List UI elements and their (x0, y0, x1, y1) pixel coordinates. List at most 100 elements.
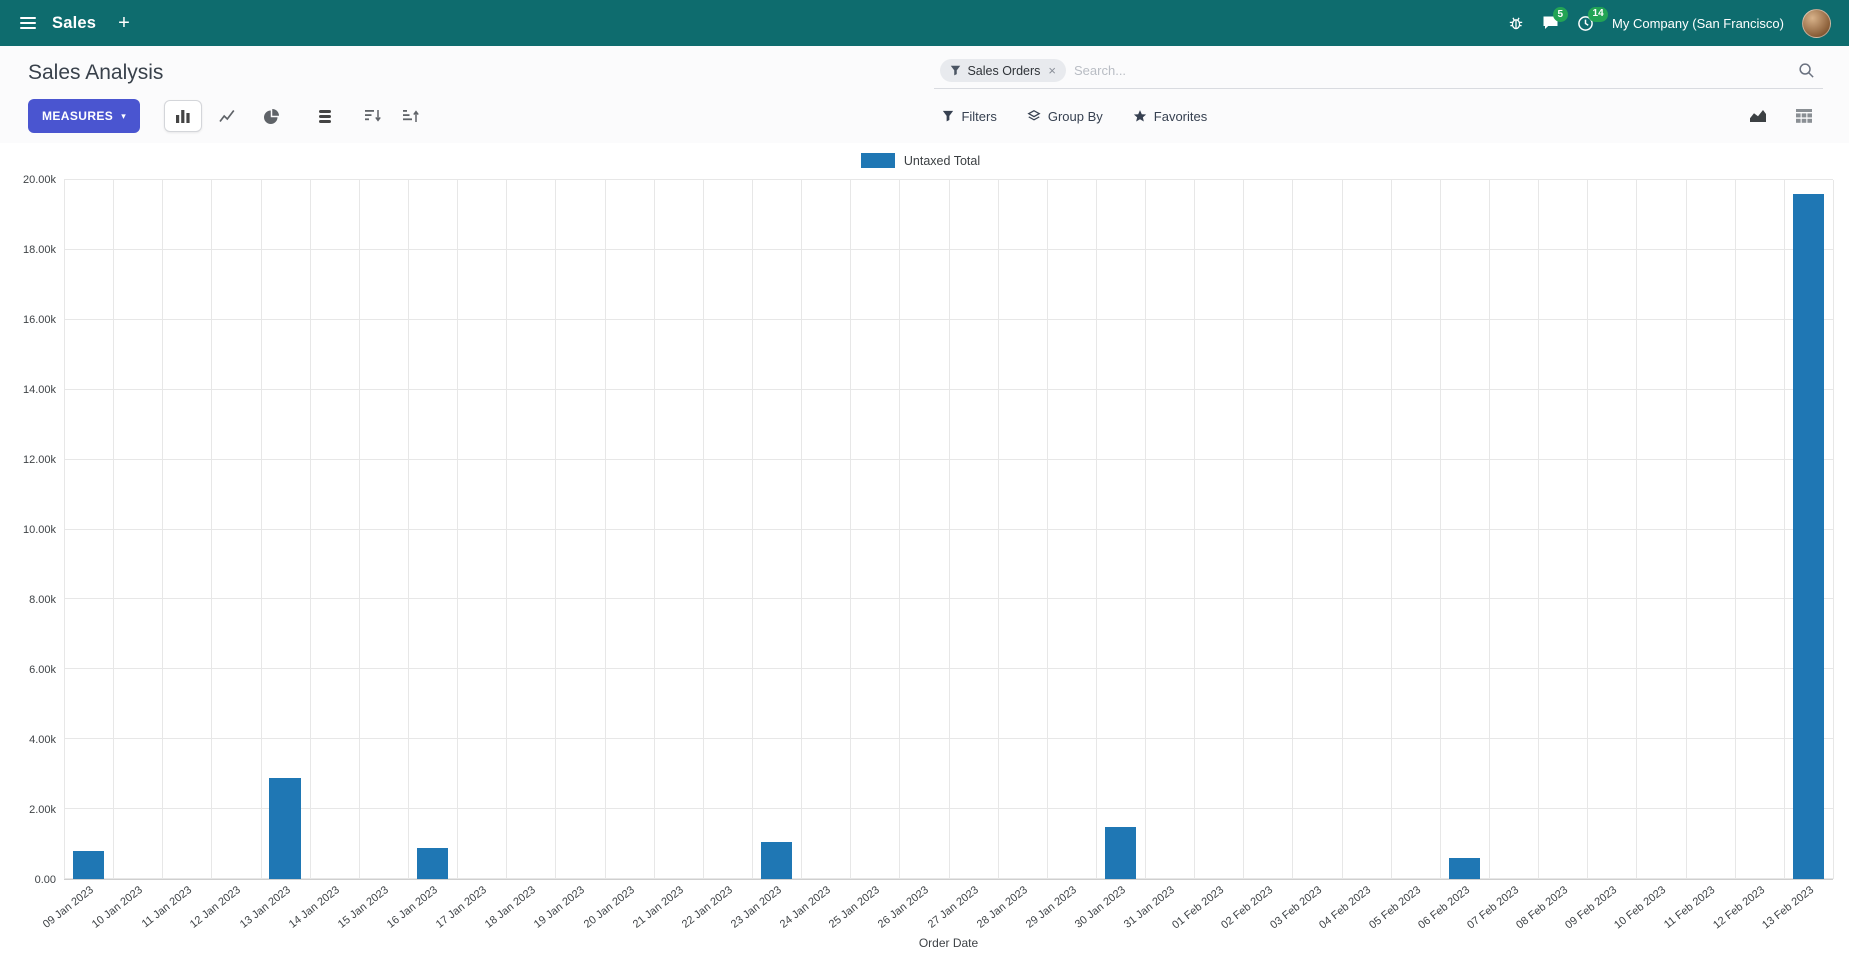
gridline (113, 180, 115, 879)
gridline (1636, 180, 1638, 879)
gridline (1243, 180, 1245, 879)
y-tick-label: 4.00k (29, 734, 56, 746)
bar[interactable] (1104, 826, 1137, 879)
x-tick-label: 07 Feb 2023 (1464, 884, 1521, 932)
bar[interactable] (1448, 858, 1481, 879)
y-axis: 0.00 2.00k 4.00k 6.00k 8.00k 10.00k 12.00k 14.0… (8, 174, 64, 886)
sort-descending-button[interactable] (354, 100, 392, 132)
gridline (1783, 180, 1785, 879)
search-facet-label: Sales Orders (967, 63, 1041, 78)
y-tick-label: 20.00k (22, 174, 56, 186)
gridline (948, 180, 950, 879)
x-tick-label: 23 Jan 2023 (728, 884, 784, 931)
gridline (899, 180, 901, 879)
hamburger-menu-icon[interactable] (18, 13, 38, 33)
activities-clock-icon[interactable]: 14 (1577, 6, 1609, 32)
filters-label: Filters (961, 108, 997, 124)
pie-chart-button[interactable] (252, 100, 290, 132)
x-tick-label: 17 Jan 2023 (433, 884, 490, 931)
favorites-dropdown[interactable]: Favorites (1133, 109, 1207, 124)
gridline (1095, 180, 1097, 879)
gridline (407, 180, 409, 879)
search-input[interactable] (1074, 63, 1790, 78)
x-tick-label: 13 Jan 2023 (237, 884, 293, 931)
gridline (702, 180, 704, 879)
bar[interactable] (1792, 193, 1825, 879)
company-switcher[interactable]: My Company (San Francisco) (1612, 15, 1784, 31)
bar[interactable] (72, 851, 105, 879)
gridline (1341, 180, 1343, 879)
stacked-toggle-button[interactable] (306, 100, 344, 132)
gridline (64, 180, 65, 879)
x-tick-label: 06 Feb 2023 (1415, 884, 1472, 932)
gridline (604, 180, 606, 879)
line-chart-button[interactable] (208, 100, 246, 132)
search-icon[interactable] (1798, 62, 1815, 79)
y-tick-label: 0.00 (34, 874, 56, 886)
filters-dropdown[interactable]: Filters (942, 108, 997, 124)
x-tick-label: 09 Jan 2023 (40, 884, 96, 931)
search-facet-sales-orders[interactable]: Sales Orders × (940, 59, 1067, 82)
y-tick-label: 2.00k (29, 804, 56, 816)
x-tick-label: 16 Jan 2023 (384, 884, 440, 931)
control-panel: Sales Analysis Sales Orders × MEASURES ▾ (0, 46, 1849, 143)
bar[interactable] (269, 777, 301, 879)
gridline (1439, 180, 1441, 879)
gridline (1587, 180, 1589, 879)
x-tick-label: 12 Jan 2023 (188, 884, 244, 931)
bar-chart-button[interactable] (164, 100, 203, 132)
gridline (653, 180, 655, 879)
gridline (162, 180, 164, 879)
bar[interactable] (760, 842, 793, 879)
activities-badge: 14 (1588, 6, 1609, 22)
x-tick-label: 10 Feb 2023 (1612, 884, 1669, 932)
gridline (1194, 180, 1196, 879)
x-tick-label: 30 Jan 2023 (1072, 884, 1128, 931)
x-tick-label: 04 Feb 2023 (1317, 884, 1374, 932)
x-tick-label: 20 Jan 2023 (581, 884, 637, 931)
user-avatar[interactable] (1802, 8, 1831, 38)
measures-button[interactable]: MEASURES ▾ (28, 99, 141, 133)
plus-icon[interactable]: + (118, 12, 130, 34)
y-tick-label: 18.00k (22, 244, 56, 256)
facet-remove-icon[interactable]: × (1048, 63, 1057, 78)
gridline (358, 180, 360, 879)
x-tick-label: 14 Jan 2023 (286, 884, 342, 931)
debug-bug-icon[interactable] (1508, 15, 1524, 31)
gridline (260, 180, 262, 879)
gridline (1046, 180, 1048, 879)
gridline (997, 180, 999, 879)
x-tick-label: 24 Jan 2023 (777, 884, 834, 931)
group-by-label: Group By (1047, 108, 1103, 124)
x-axis-labels: 09 Jan 2023 10 Jan 2023 11 Jan 2023 12 Jan … (41, 880, 1833, 936)
app-name[interactable]: Sales (52, 13, 97, 32)
plot-area (64, 179, 1834, 880)
sort-ascending-button[interactable] (392, 100, 430, 132)
gridline (211, 180, 213, 879)
y-tick-label: 6.00k (29, 664, 56, 676)
bar-chart: 0.00 2.00k 4.00k 6.00k 8.00k 10.00k 12.00k 14.0… (8, 174, 1834, 956)
y-tick-label: 16.00k (22, 314, 56, 326)
search-bar[interactable]: Sales Orders × (934, 56, 1823, 89)
gridline (1734, 180, 1736, 879)
gridline (850, 180, 852, 879)
legend-label: Untaxed Total (903, 153, 981, 168)
x-tick-label: 02 Feb 2023 (1219, 884, 1276, 932)
messages-icon[interactable]: 5 (1542, 7, 1568, 31)
view-switcher (1739, 100, 1823, 132)
x-tick-label: 22 Jan 2023 (679, 884, 735, 931)
x-tick-label: 03 Feb 2023 (1268, 884, 1325, 932)
x-tick-label: 29 Jan 2023 (1023, 884, 1079, 931)
pivot-view-button[interactable] (1785, 100, 1823, 132)
x-tick-label: 31 Jan 2023 (1121, 884, 1178, 931)
filter-funnel-icon (950, 65, 961, 76)
y-tick-label: 12.00k (22, 454, 56, 466)
group-by-dropdown[interactable]: Group By (1027, 109, 1103, 124)
x-tick-label: 19 Jan 2023 (532, 884, 588, 931)
graph-view-button[interactable] (1739, 100, 1777, 132)
gridline (751, 180, 753, 879)
gridline (64, 179, 1833, 180)
x-tick-label: 13 Feb 2023 (1759, 884, 1816, 932)
x-tick-label: 11 Feb 2023 (1662, 884, 1718, 931)
bar[interactable] (416, 847, 449, 879)
